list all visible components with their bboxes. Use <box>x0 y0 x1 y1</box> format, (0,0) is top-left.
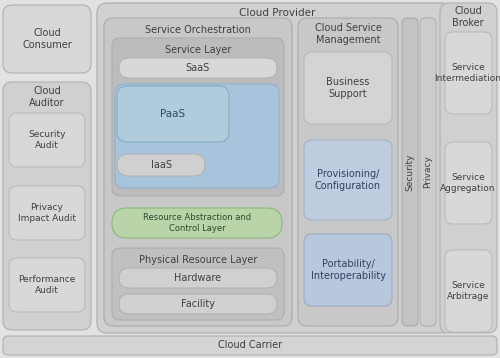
Text: Physical Resource Layer: Physical Resource Layer <box>139 255 257 265</box>
Text: Hardware: Hardware <box>174 273 222 283</box>
Text: Resource Abstraction and
Control Layer: Resource Abstraction and Control Layer <box>143 213 251 233</box>
FancyBboxPatch shape <box>445 142 492 224</box>
Text: Service Layer: Service Layer <box>165 45 231 55</box>
FancyBboxPatch shape <box>117 86 229 142</box>
Text: Performance
Audit: Performance Audit <box>18 275 76 295</box>
FancyBboxPatch shape <box>3 82 91 330</box>
FancyBboxPatch shape <box>3 336 497 355</box>
Text: Cloud Service
Management: Cloud Service Management <box>314 23 382 45</box>
Text: Cloud Provider: Cloud Provider <box>239 8 315 18</box>
FancyBboxPatch shape <box>304 52 392 124</box>
Text: Privacy: Privacy <box>424 156 432 188</box>
FancyBboxPatch shape <box>97 3 452 333</box>
Text: PaaS: PaaS <box>160 109 186 119</box>
FancyBboxPatch shape <box>304 140 392 220</box>
FancyBboxPatch shape <box>119 268 277 288</box>
FancyBboxPatch shape <box>445 32 492 114</box>
FancyBboxPatch shape <box>420 18 436 326</box>
Text: SaaS: SaaS <box>186 63 210 73</box>
Text: Security: Security <box>406 153 414 191</box>
FancyBboxPatch shape <box>298 18 398 326</box>
FancyBboxPatch shape <box>104 18 292 326</box>
Text: Business
Support: Business Support <box>326 77 370 99</box>
FancyBboxPatch shape <box>402 18 418 326</box>
Text: Provisioning/
Configuration: Provisioning/ Configuration <box>315 169 381 191</box>
FancyBboxPatch shape <box>119 58 277 78</box>
Text: Service
Aggregation: Service Aggregation <box>440 173 496 193</box>
Text: Cloud
Auditor: Cloud Auditor <box>29 86 65 108</box>
Text: Cloud
Consumer: Cloud Consumer <box>22 28 72 50</box>
FancyBboxPatch shape <box>117 154 205 176</box>
FancyBboxPatch shape <box>115 84 279 188</box>
Text: Service Orchestration: Service Orchestration <box>145 25 251 35</box>
FancyBboxPatch shape <box>119 294 277 314</box>
Text: Cloud
Broker: Cloud Broker <box>452 6 484 28</box>
FancyBboxPatch shape <box>440 3 497 333</box>
FancyBboxPatch shape <box>3 5 91 73</box>
Text: IaaS: IaaS <box>150 160 172 170</box>
Text: Security
Audit: Security Audit <box>28 130 66 150</box>
Text: Service
Intermediation: Service Intermediation <box>434 63 500 83</box>
Text: Portability/
Interoperability: Portability/ Interoperability <box>310 259 386 281</box>
FancyBboxPatch shape <box>112 248 284 320</box>
FancyBboxPatch shape <box>304 234 392 306</box>
FancyBboxPatch shape <box>9 258 85 312</box>
Text: Cloud Carrier: Cloud Carrier <box>218 340 282 350</box>
FancyBboxPatch shape <box>445 250 492 332</box>
Text: Facility: Facility <box>181 299 215 309</box>
FancyBboxPatch shape <box>112 38 284 196</box>
FancyBboxPatch shape <box>112 208 282 238</box>
FancyBboxPatch shape <box>9 186 85 240</box>
Text: Service
Arbitrage: Service Arbitrage <box>447 281 489 301</box>
FancyBboxPatch shape <box>9 113 85 167</box>
Text: Privacy
Impact Audit: Privacy Impact Audit <box>18 203 76 223</box>
